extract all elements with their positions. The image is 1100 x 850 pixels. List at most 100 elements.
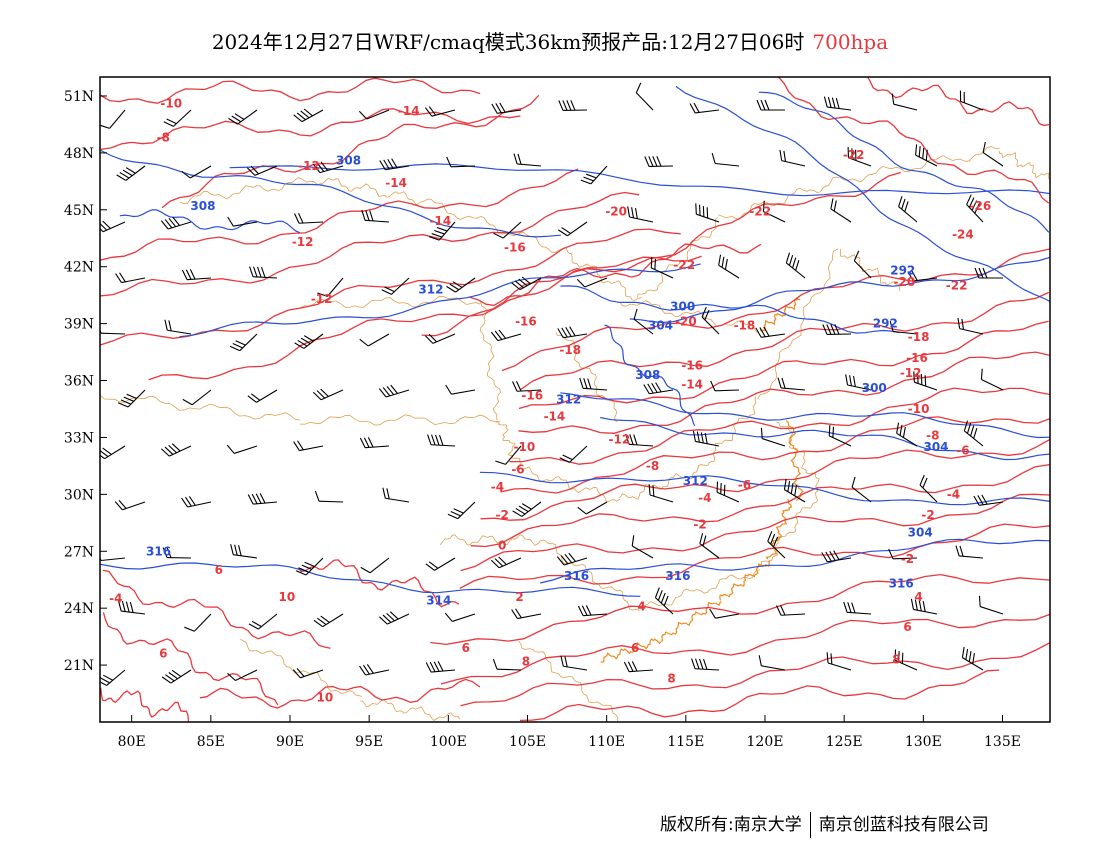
wind-barb [229,333,258,352]
isotherm-line [501,248,1050,372]
wind-barb [247,493,278,505]
wind-barb [821,550,852,563]
wind-barb [292,667,324,679]
wind-barb [117,389,146,408]
wind-barb [293,440,324,452]
wind-barb [560,655,588,671]
isotherm-line [102,569,331,649]
temperature-label: 6 [215,563,223,577]
wind-barb [361,209,390,223]
temperature-label: 4 [914,590,922,604]
isotherm-line [297,559,460,608]
isotherm-line [100,108,521,151]
wind-barb [512,381,542,392]
wind-barb [312,161,344,174]
wind-barb [758,655,786,671]
wind-barb [161,669,192,684]
boundary-line [757,248,839,399]
boundary-line [999,151,1050,180]
wind-barb [444,612,476,622]
wind-barb [767,531,786,559]
wind-barb [974,267,1003,279]
wind-barb [957,317,984,335]
wind-barb [779,149,806,167]
wind-barb [117,600,146,615]
wind-barb [313,613,344,628]
height-label: 308 [336,153,361,167]
wind-barb [980,368,1004,391]
wind-barb [828,425,852,447]
y-tick-label: 21N [64,658,94,674]
isoheight-line [758,91,1050,233]
wind-barb [428,221,456,241]
wind-barb [314,490,344,503]
isotherm-line [520,291,1050,391]
temperature-label: -26 [969,199,991,213]
footer-divider [809,812,811,838]
wind-barb [511,608,542,620]
temperature-label: 6 [903,620,911,634]
temperature-label: -10 [908,402,930,416]
isotherm-line [440,613,1050,685]
isoheight-line [629,256,1050,324]
wind-barb [577,501,608,515]
x-tick-label: 105E [509,734,546,750]
wind-barb [246,165,278,176]
wind-barb [115,272,146,284]
wind-barb [424,106,456,117]
temperature-label: 10 [316,690,333,704]
wind-barb [643,382,674,395]
wind-barb [181,496,212,508]
copyright-footer: 版权所有:南京大学 南京创蓝科技有限公司 [660,810,989,838]
wind-barb [248,613,278,630]
map-title: 2024年12月27日WRF/cmaq模式36km预报产品:12月27日06时 7… [0,26,1100,55]
wind-barb [699,533,720,559]
y-tick-label: 24N [64,601,94,617]
isotherm-line [161,94,540,209]
isotherm-line [148,255,702,381]
boundary-line [619,300,760,334]
coastline [759,297,801,333]
height-label: 300 [862,381,887,395]
wind-barb [888,548,918,560]
x-tick-label: 95E [355,734,383,750]
height-labels: 308 308 312 300 304 292 292 308 300 312 304 312 304 3… [146,153,948,607]
wind-barb [378,384,410,398]
wind-barb [623,661,654,673]
isotherm-line [100,77,481,104]
wind-barb [896,422,918,447]
wind-barb [164,319,192,335]
coastline [600,638,662,663]
boundary-line [479,299,501,421]
boundary-line [520,466,621,503]
boundary-line [697,396,757,469]
isoheight-line [119,209,301,234]
wind-barb [691,658,720,671]
y-tick-label: 27N [64,544,94,560]
wind-barb [889,320,918,335]
height-label: 308 [190,199,215,213]
wind-barb [100,322,126,335]
wind-barb [495,445,522,465]
temperature-label: -18 [908,330,930,344]
wind-barb [580,165,608,185]
x-tick-label: 80E [118,734,146,750]
wind-barb [894,649,918,671]
wind-barb [425,557,456,571]
coastline [765,498,792,560]
isotherm-line [100,687,190,722]
wind-barb [644,156,674,167]
height-label: 292 [873,317,898,331]
isotherm-line [518,351,1050,434]
wind-barb [491,102,522,114]
wind-barb [576,277,608,288]
boundary-line [319,177,420,206]
temperature-label: -22 [749,205,771,219]
wind-barb [633,308,654,335]
wind-barb [776,605,806,616]
wind-barb [381,277,410,295]
wind-barb [648,484,674,503]
temperature-label: -2 [921,508,934,522]
wind-barb [851,476,872,503]
